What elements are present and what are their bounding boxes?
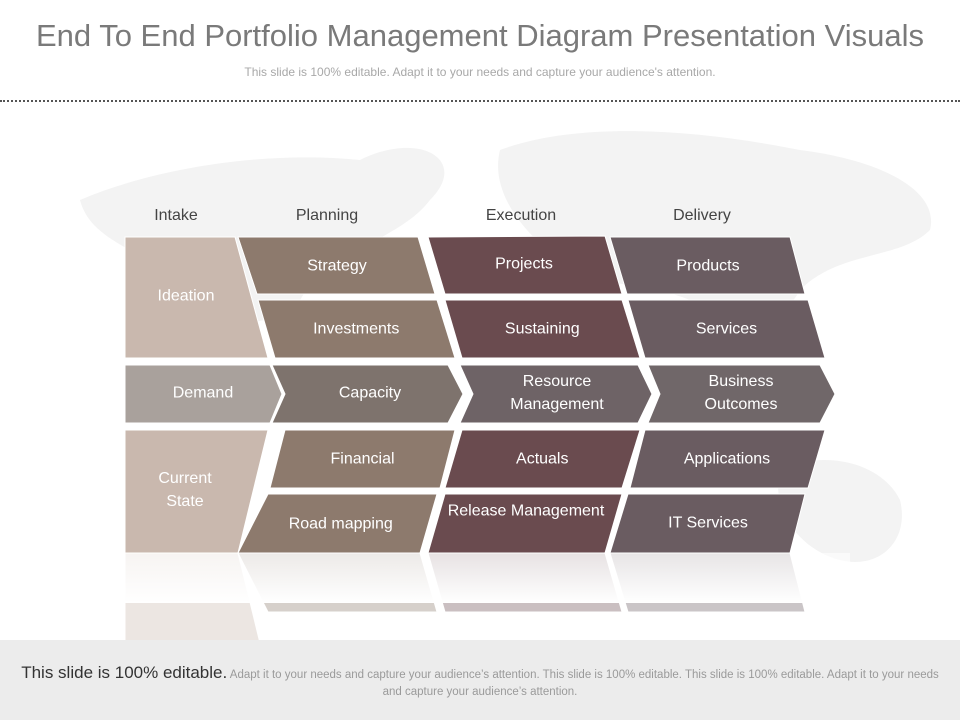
cell-label: Projects (495, 255, 553, 273)
cell-label: Actuals (516, 450, 569, 468)
cell-label: Services (695, 320, 758, 338)
cell-label: Capacity (338, 384, 402, 402)
column-header: Planning (295, 207, 359, 224)
cell-shape (629, 429, 826, 489)
cell-shape (124, 364, 283, 424)
cell-shape (237, 236, 436, 295)
cell-shape (427, 235, 623, 295)
cell-label: Financial (330, 450, 395, 468)
diagram (80, 131, 932, 640)
cell-label: Applications (683, 450, 771, 468)
column-header: Intake (154, 207, 198, 224)
cell-shape (459, 364, 653, 424)
cell-label: Ideation (157, 287, 215, 305)
cell-label: Sustaining (504, 320, 580, 338)
reflection-fade (110, 553, 850, 603)
cell-label: Release Management (447, 502, 605, 520)
cell-label: Business Outcomes (704, 373, 778, 413)
footer: This slide is 100% editable. Adapt it to… (0, 640, 960, 720)
title: End To End Portfolio Management Diagram … (35, 18, 925, 53)
cell-label: Current State (158, 470, 212, 510)
cell-shape (609, 236, 806, 295)
subtitle: This slide is 100% editable. Adapt it to… (244, 65, 716, 79)
cell-shape (647, 364, 836, 424)
cell-shape (627, 299, 826, 359)
cell-shape (444, 429, 641, 489)
footer-lead: This slide is 100% editable. (21, 663, 228, 682)
cell-shape (271, 364, 464, 424)
cell-label: Investments (313, 320, 400, 338)
cell-label: Resource Management (510, 373, 604, 413)
cell-label: Strategy (307, 257, 367, 274)
divider (0, 100, 960, 102)
cell-label: Demand (172, 384, 234, 402)
cell-shape (257, 299, 456, 359)
column-header: Execution (485, 207, 557, 224)
cell-label: Road mapping (288, 515, 393, 532)
cell-shape (124, 236, 269, 359)
cell-label: Products (676, 257, 740, 274)
footer-text: Adapt it to your needs and capture your … (229, 669, 939, 698)
cell-shape (269, 429, 456, 489)
cell-shape (444, 299, 641, 359)
column-header: Delivery (673, 207, 731, 224)
cell-label: IT Services (668, 514, 748, 532)
